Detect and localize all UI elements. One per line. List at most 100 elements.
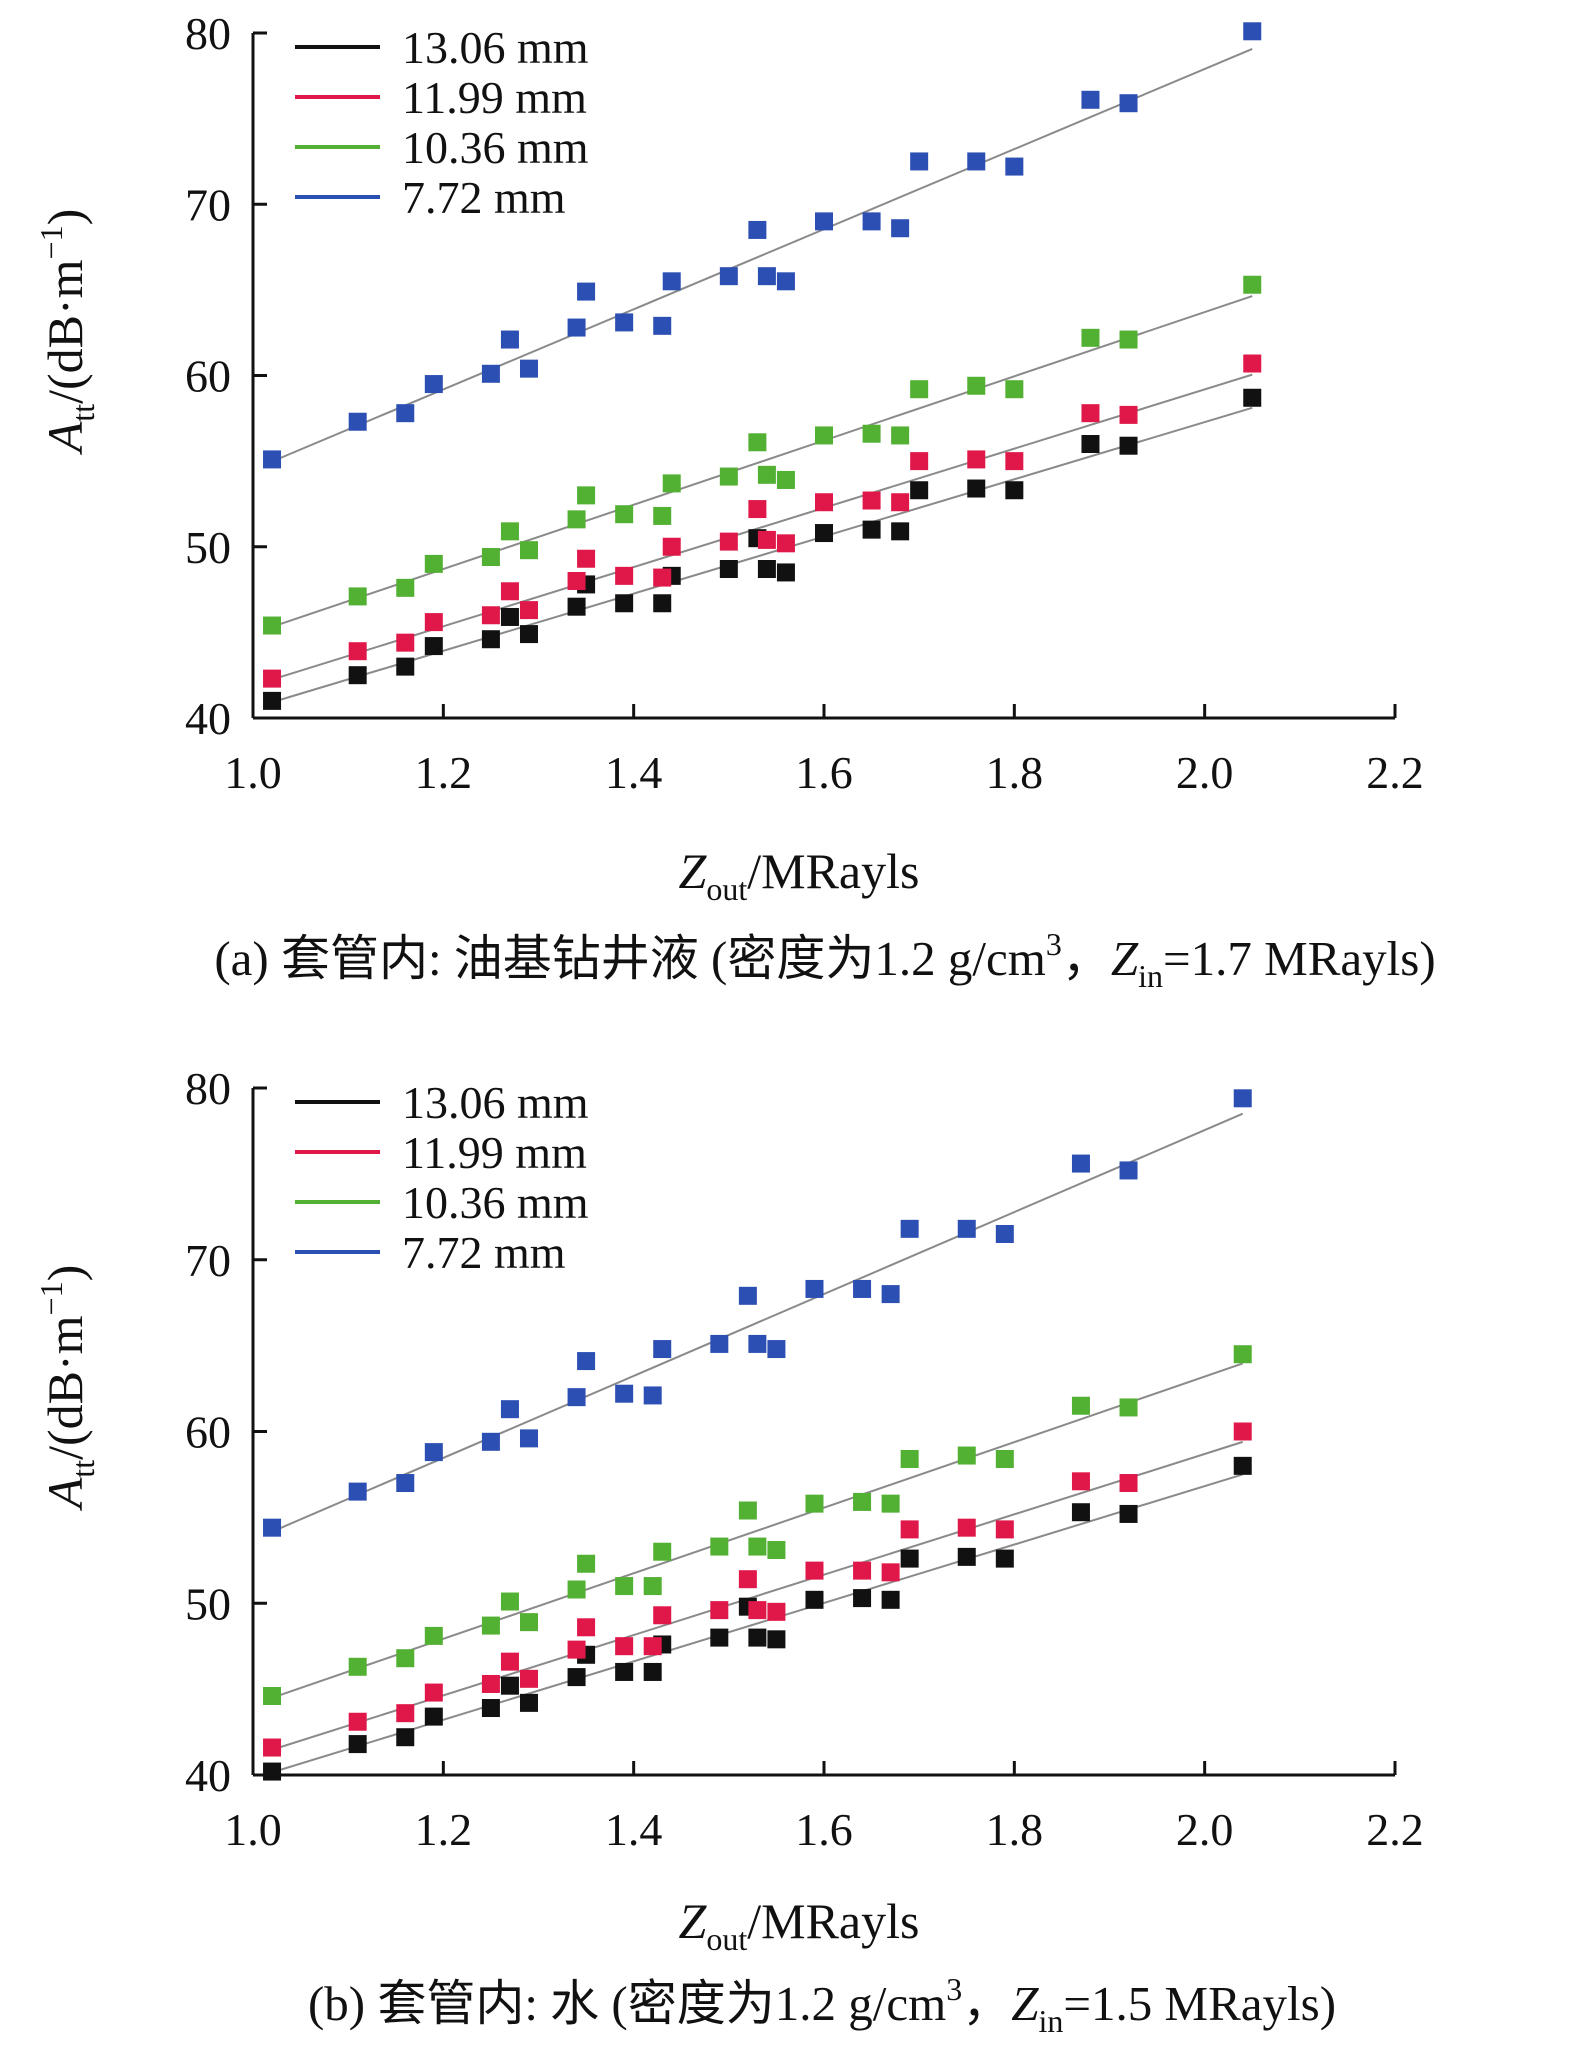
- x-axis-label-base: Z: [679, 1893, 708, 1949]
- data-point: [643, 1637, 662, 1656]
- data-point: [1243, 388, 1262, 407]
- data-point: [1071, 1396, 1090, 1415]
- caption-sup: 3: [946, 1971, 962, 2007]
- data-point: [719, 532, 738, 551]
- data-point: [263, 669, 282, 688]
- data-point: [748, 433, 767, 452]
- data-point: [348, 642, 367, 661]
- data-point: [1071, 1472, 1090, 1491]
- data-point: [881, 1563, 900, 1582]
- data-point: [776, 534, 795, 553]
- data-point: [481, 1616, 500, 1635]
- data-point: [396, 1728, 415, 1747]
- x-axis-label-base: Z: [679, 843, 708, 899]
- data-point: [519, 601, 538, 620]
- data-point: [1119, 1474, 1138, 1493]
- data-point: [910, 380, 929, 399]
- data-point: [1119, 1161, 1138, 1180]
- data-point: [957, 1518, 976, 1537]
- x-tick-label: 1.6: [795, 747, 853, 798]
- data-point: [653, 506, 672, 525]
- data-point: [767, 1602, 786, 1621]
- data-point: [805, 1279, 824, 1298]
- data-point: [815, 426, 833, 445]
- panel-caption: (a) 套管内: 油基钻井液 (密度为1.2 g/cm3，Zin=1.7 MRa…: [214, 926, 1435, 994]
- x-tick-label: 1.4: [605, 1804, 663, 1855]
- data-point: [500, 607, 519, 626]
- data-point: [748, 1537, 767, 1556]
- data-point: [424, 554, 443, 573]
- y-tick-label: 60: [185, 351, 231, 402]
- legend-label: 7.72 mm: [402, 172, 566, 223]
- data-point: [1243, 354, 1262, 373]
- data-point: [577, 282, 596, 301]
- caption-sub: in: [1138, 958, 1163, 994]
- caption-end: =1.7 MRayls): [1163, 931, 1436, 986]
- data-point: [995, 1224, 1014, 1243]
- data-point: [957, 1219, 976, 1238]
- data-point: [396, 1474, 415, 1493]
- data-point: [1071, 1154, 1090, 1173]
- data-point: [881, 1285, 900, 1304]
- data-point: [643, 1577, 662, 1596]
- data-point: [263, 691, 282, 710]
- data-point: [567, 510, 586, 529]
- data-point: [767, 1340, 786, 1359]
- data-point: [396, 1649, 415, 1668]
- data-point: [519, 625, 538, 644]
- data-point: [805, 1590, 824, 1609]
- data-point: [862, 212, 881, 231]
- x-tick-label: 1.6: [795, 1804, 853, 1855]
- data-point: [957, 1446, 976, 1465]
- data-point: [567, 1580, 586, 1599]
- data-point: [567, 597, 586, 616]
- data-point: [519, 1693, 538, 1712]
- x-axis-label-unit: /MRayls: [747, 843, 919, 899]
- data-point: [263, 1686, 282, 1705]
- data-point: [967, 376, 986, 395]
- data-point: [748, 220, 767, 239]
- legend-label: 11.99 mm: [402, 1127, 587, 1178]
- data-point: [710, 1537, 729, 1556]
- data-point: [710, 1334, 729, 1353]
- data-point: [653, 568, 672, 587]
- data-point: [891, 426, 910, 445]
- x-tick-label: 2.0: [1176, 747, 1234, 798]
- data-point: [853, 1279, 872, 1298]
- data-point: [862, 491, 881, 510]
- data-point: [805, 1561, 824, 1580]
- data-point: [567, 318, 586, 337]
- data-point: [424, 1707, 443, 1726]
- fit-line-1036mm: [271, 1362, 1244, 1699]
- data-point: [1071, 1503, 1090, 1522]
- data-point: [396, 578, 415, 597]
- y-axis-label-sub: tt: [65, 404, 101, 422]
- y-axis-label-base: A: [37, 421, 93, 455]
- data-point: [615, 1384, 634, 1403]
- y-axis-label-close: ): [37, 1265, 93, 1282]
- data-point: [1119, 436, 1138, 455]
- x-tick-label: 2.2: [1366, 747, 1424, 798]
- fit-line-1306mm: [271, 1473, 1244, 1774]
- data-point: [738, 1286, 757, 1305]
- data-point: [1119, 1398, 1138, 1417]
- data-point: [1005, 481, 1024, 500]
- data-point: [567, 1668, 586, 1687]
- caption-separator: ，: [1062, 931, 1111, 986]
- data-point: [1233, 1456, 1252, 1475]
- data-point: [1119, 1504, 1138, 1523]
- x-axis-label: Zout/MRayls: [679, 843, 920, 907]
- data-point: [653, 316, 672, 335]
- x-tick-label: 2.2: [1366, 1804, 1424, 1855]
- data-point: [500, 1676, 519, 1695]
- data-point: [348, 1657, 367, 1676]
- caption-z: Z: [1011, 1976, 1039, 2031]
- legend-label: 13.06 mm: [402, 22, 589, 73]
- data-point: [710, 1601, 729, 1620]
- data-point: [757, 465, 776, 484]
- data-point: [424, 1683, 443, 1702]
- data-point: [519, 359, 538, 378]
- data-point: [995, 1520, 1014, 1539]
- data-point: [995, 1449, 1014, 1468]
- y-axis-label-base: A: [37, 1477, 93, 1511]
